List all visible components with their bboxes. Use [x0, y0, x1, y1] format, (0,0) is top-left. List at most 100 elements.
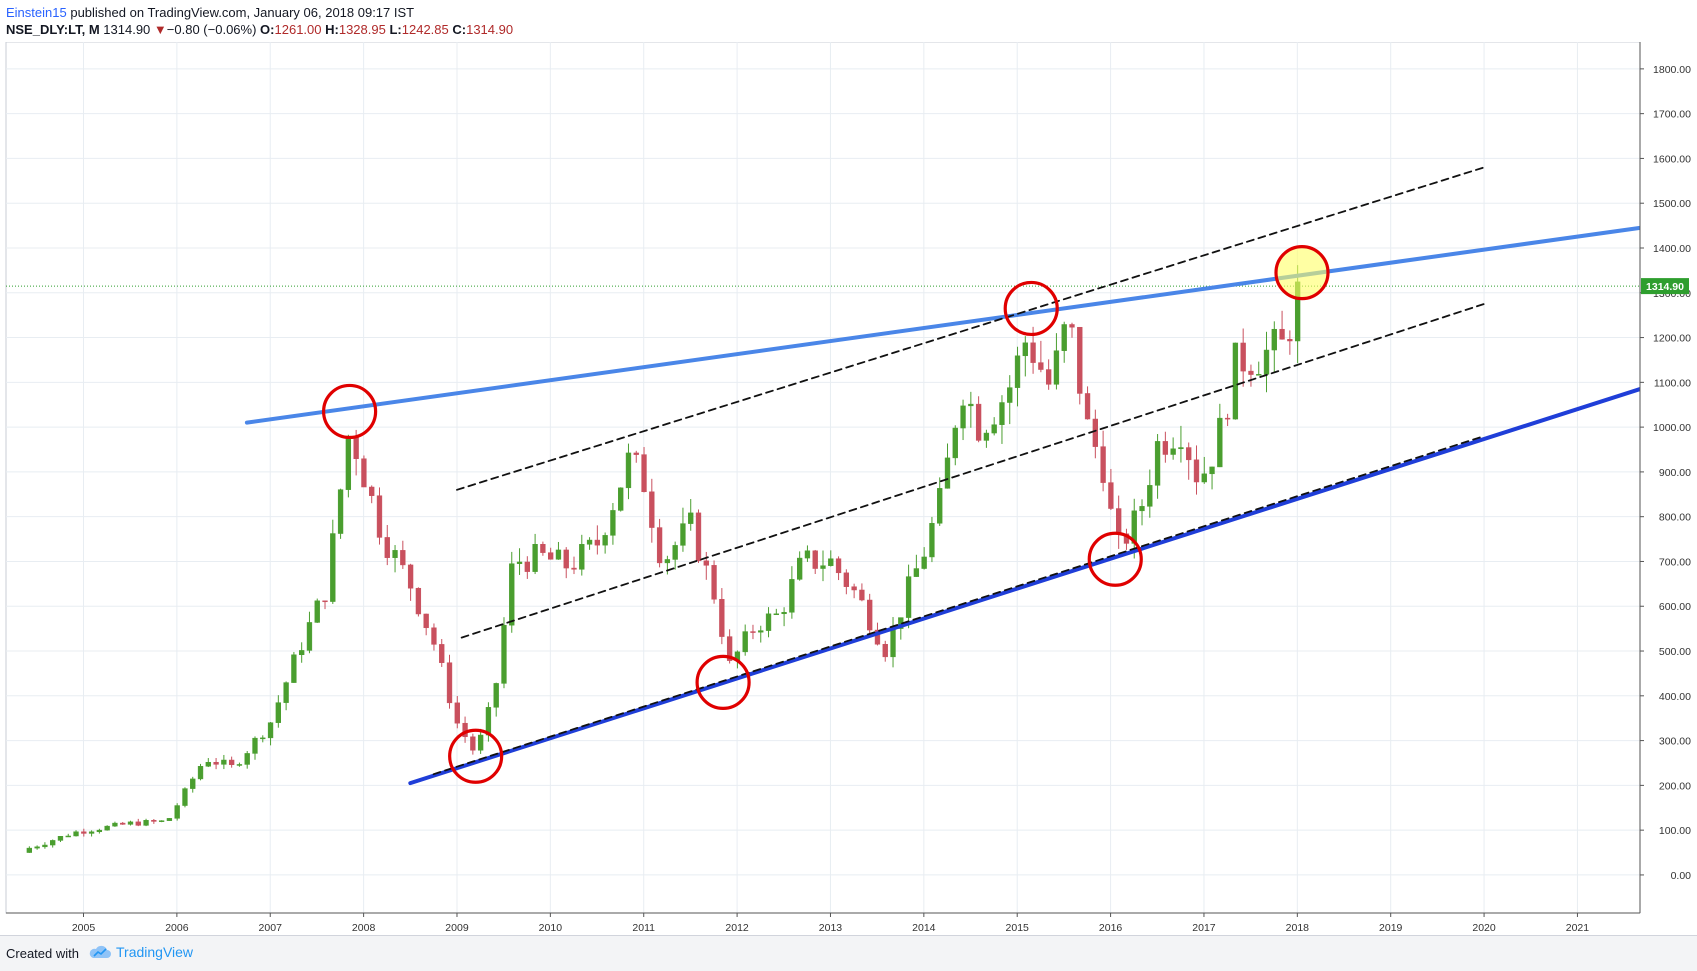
price-tick-label: 200.00 [1659, 780, 1691, 792]
candle-body [1030, 342, 1036, 363]
candle-body [260, 737, 266, 740]
candle-body [88, 831, 95, 834]
candle-body [672, 545, 678, 560]
candle-body [166, 818, 173, 821]
candle-body [205, 762, 211, 767]
time-tick-label: 2015 [1006, 922, 1030, 934]
candle-body [571, 567, 577, 570]
candle-body [913, 568, 920, 577]
candle-body [1162, 441, 1169, 455]
candle-body [174, 805, 180, 819]
candle-body [1217, 417, 1223, 468]
candle-body [789, 579, 795, 613]
candle-body [369, 486, 375, 496]
candle-body [345, 435, 352, 490]
candle-body [244, 753, 250, 765]
price-chart[interactable]: 1800.001700.001600.001500.001400.001300.… [0, 41, 1697, 935]
candle-body [1116, 508, 1122, 535]
candle-body [711, 565, 717, 600]
candle-body [1186, 447, 1192, 461]
candle-body [1038, 362, 1044, 370]
high-value: 1328.95 [338, 22, 386, 37]
candle-body [1263, 349, 1270, 375]
trendline-channel-upper-dashed[interactable] [456, 166, 1485, 491]
candle-body [135, 821, 141, 826]
candle-body [929, 523, 935, 558]
trendlines[interactable] [244, 166, 1642, 786]
candle-body [999, 402, 1005, 425]
candle-body [1232, 342, 1239, 420]
annotations[interactable] [322, 245, 1330, 784]
time-tick-label: 2008 [352, 922, 376, 934]
candle-body [1256, 374, 1262, 376]
candle-body [306, 622, 313, 651]
candle-body [991, 424, 997, 434]
highlight-circle[interactable] [1274, 245, 1330, 301]
price-tick-label: 800.00 [1659, 512, 1691, 524]
candle-body [937, 488, 943, 524]
trendline-upper-resistance[interactable] [244, 225, 1642, 425]
candle-body [765, 613, 772, 631]
price-axis[interactable]: 1800.001700.001600.001500.001400.001300.… [1640, 64, 1691, 882]
published-text: published on TradingView.com, January 06… [70, 5, 415, 20]
candle-body [275, 702, 281, 723]
candle-body [921, 556, 927, 569]
candle-body [656, 527, 663, 564]
low-label: L: [389, 22, 402, 37]
candle-body [1147, 485, 1153, 507]
trendline-lower-support[interactable] [408, 387, 1642, 786]
candle-body [1108, 482, 1114, 509]
candle-body [384, 537, 390, 558]
candle-body [750, 631, 756, 633]
marker-circle[interactable] [322, 383, 378, 440]
candle-body [26, 847, 33, 853]
price-tick-label: 900.00 [1659, 467, 1691, 479]
trendline-channel-lower-dashed[interactable] [432, 435, 1485, 776]
candle-body [221, 759, 227, 765]
chart-area[interactable]: 1800.001700.001600.001500.001400.001300.… [0, 41, 1697, 940]
symbol-label[interactable]: NSE_DLY:LT, M [6, 22, 100, 37]
candle-body [57, 836, 64, 841]
candle-body [1084, 393, 1091, 420]
candle-body [618, 487, 624, 511]
tradingview-logo[interactable]: TradingView [88, 944, 193, 960]
candle-body [1045, 369, 1052, 385]
time-tick-label: 2020 [1472, 922, 1496, 934]
candle-body [501, 624, 507, 684]
candle-body [213, 762, 219, 765]
candle-body [158, 820, 165, 822]
candle-body [773, 613, 779, 616]
candle-body [633, 452, 639, 455]
footer: Created with TradingView [0, 935, 1697, 971]
candle-body [851, 586, 857, 591]
candle-body [267, 722, 274, 739]
time-tick-label: 2007 [259, 922, 283, 934]
author-link[interactable]: Einstein15 [6, 5, 67, 20]
time-tick-label: 2012 [725, 922, 749, 934]
price-tick-label: 300.00 [1659, 736, 1691, 748]
marker-circle[interactable] [1003, 280, 1059, 337]
candle-body [828, 558, 834, 566]
candle-body [283, 682, 289, 703]
candle-body [252, 737, 258, 754]
candle-body [548, 552, 554, 560]
candle-body [610, 510, 616, 536]
candle-body [197, 766, 204, 780]
candle-body [353, 435, 359, 459]
candle-body [843, 572, 850, 587]
marker-circle[interactable] [1087, 531, 1143, 587]
candle-body [758, 630, 764, 633]
candle-body [81, 831, 87, 834]
marker-circle[interactable] [448, 728, 504, 784]
candle-body [882, 643, 888, 658]
candle-body [291, 654, 297, 683]
candle-body [1287, 339, 1293, 342]
candle-body [1069, 324, 1075, 328]
trendline-channel-mid-dashed[interactable] [460, 303, 1485, 639]
time-axis[interactable]: 2005 2006 2007 2008 2009 2010 2011 2012 2013 2014… [72, 913, 1589, 934]
last-price-badge-label: 1314.90 [1646, 281, 1684, 293]
candle-body [314, 600, 320, 623]
marker-circle[interactable] [695, 654, 751, 710]
created-with-text: Created with [6, 946, 79, 961]
time-tick-label: 2011 [632, 922, 655, 934]
